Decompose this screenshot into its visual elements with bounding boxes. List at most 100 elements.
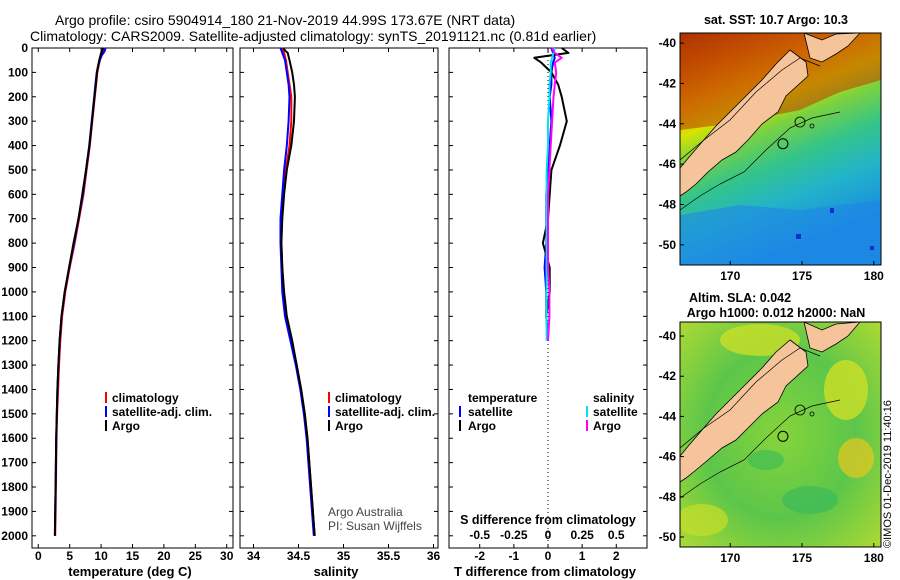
legend-label-s-satellite: satellite [593, 405, 638, 419]
sla-map-frame [679, 321, 882, 548]
bathymetry-contour [680, 347, 821, 449]
sst-map-frame [679, 32, 882, 266]
legend-swatch-t-satellite [459, 406, 461, 417]
bathymetry-contour [794, 116, 806, 128]
x-tick-label: 10 [94, 549, 108, 563]
legend-label-climatology: climatology [112, 391, 179, 405]
salinity-legend: climatology satellite-adj. clim. Argo [328, 391, 435, 433]
salinity-plot: 34 34.5 35 35.5 36 [247, 47, 441, 563]
salinity-panel [239, 47, 439, 549]
temperature-plot: 0 5 10 15 20 25 30 [35, 47, 234, 563]
depth-tick-label: 400 [8, 139, 28, 153]
temperature-xlabel: temperature (deg C) [68, 564, 192, 579]
bathymetry-contour [794, 404, 806, 416]
imos-timestamp: ©IMOS 01-Dec-2019 11:40:16 [882, 400, 894, 548]
series-line-s-argo [547, 47, 563, 341]
map-x-tick-label: 175 [792, 551, 812, 565]
s-tick-label: 0.5 [608, 528, 625, 542]
series-line-satellite-adj-clim- [53, 47, 107, 536]
temperature-panel [31, 47, 234, 549]
legend-swatch-s-argo [586, 420, 588, 431]
legend-swatch-climatology [105, 392, 107, 403]
legend-label-t-argo: Argo [468, 419, 496, 433]
map-y-tick-label: -42 [659, 76, 677, 90]
sla-high-patch [838, 438, 874, 478]
sla-map-title-line2: Argo h1000: 0.012 h2000: NaN [687, 306, 866, 320]
sst-cold-pixel [830, 208, 834, 213]
map-y-tick-label: -48 [659, 197, 677, 211]
figure-title-line1: Argo profile: csiro 5904914_180 21-Nov-2… [55, 12, 515, 28]
map-y-tick-label: -44 [659, 117, 677, 131]
legend-label-argo: Argo [335, 419, 363, 433]
legend-swatch-argo [328, 420, 330, 431]
depth-tick-label: 500 [8, 163, 28, 177]
depth-tick-label: 700 [8, 212, 28, 226]
depth-tick-label: 1300 [1, 358, 28, 372]
x-tick-label: 30 [220, 549, 234, 563]
map-y-tick-label: -40 [659, 329, 677, 343]
legend-label-satellite: satellite-adj. clim. [112, 405, 212, 419]
map-x-tick-label: 180 [864, 551, 884, 565]
difference-top-axis-label: S difference from climatology [460, 513, 636, 527]
legend-label-s-argo: Argo [593, 419, 621, 433]
map-y-tick-label: -40 [659, 36, 677, 50]
x-tick-label: 15 [126, 549, 140, 563]
series-line-argo [53, 47, 104, 536]
s-tick-label: 0.25 [570, 528, 594, 542]
s-tick-label: -0.25 [500, 528, 528, 542]
depth-tick-label: 1800 [1, 480, 28, 494]
legend-header-salinity: salinity [593, 391, 635, 405]
difference-plot: -2 -1 0 1 2 -0.5 -0.25 0 0.25 0.5 [469, 47, 625, 563]
series-line-climatology [54, 47, 106, 536]
temperature-legend: climatology satellite-adj. clim. Argo [105, 391, 212, 433]
legend-label-satellite: satellite-adj. clim. [335, 405, 435, 419]
depth-tick-label: 0 [21, 41, 28, 55]
series-line-t-argo [533, 47, 570, 341]
land-south-island [680, 339, 809, 483]
depth-tick-label: 100 [8, 65, 28, 79]
sla-map-title-line1: Altim. SLA: 0.042 [689, 291, 791, 305]
sla-high-patch [680, 504, 728, 536]
x-tick-label: 35.5 [377, 549, 401, 563]
x-tick-label: 34 [247, 549, 261, 563]
salinity-xlabel: salinity [314, 564, 360, 579]
figure-title-line2: Climatology: CARS2009. Satellite-adjuste… [30, 28, 596, 44]
sst-map-title: sat. SST: 10.7 Argo: 10.3 [704, 13, 848, 27]
legend-swatch-satellite [105, 406, 107, 417]
depth-tick-label: 900 [8, 261, 28, 275]
legend-swatch-climatology [328, 392, 330, 403]
x-tick-label: 36 [427, 549, 441, 563]
x-tick-label: 5 [66, 549, 73, 563]
bathymetry-contour [680, 399, 841, 499]
depth-tick-label: 200 [8, 90, 28, 104]
sla-high-patch [824, 360, 868, 420]
credit-line2: PI: Susan Wijffels [328, 519, 422, 533]
sst-cold-band [680, 200, 881, 265]
legend-swatch-t-argo [459, 420, 461, 431]
bathymetry-contour [809, 411, 815, 417]
x-tick-label: 0 [35, 549, 42, 563]
legend-label-argo: Argo [112, 419, 140, 433]
legend-swatch-satellite [328, 406, 330, 417]
legend-header-temperature: temperature [468, 391, 538, 405]
x-tick-label: -1 [509, 549, 520, 563]
legend-label-climatology: climatology [335, 391, 402, 405]
difference-xlabel: T difference from climatology [454, 564, 637, 579]
sst-cold-pixel [870, 246, 874, 250]
map-y-tick-label: -44 [659, 409, 677, 423]
bathymetry-contour [809, 123, 815, 129]
s-tick-label: 0 [545, 528, 552, 542]
bathymetry-contour [680, 57, 821, 161]
map-x-tick-label: 170 [720, 551, 740, 565]
depth-tick-label: 1100 [2, 309, 28, 323]
depth-tick-label: 1400 [1, 382, 28, 396]
argo-float-marker [777, 430, 789, 442]
depth-axis: 0 100 200 300 400 500 600 700 800 900 1000 1100 1200… [1, 41, 647, 543]
x-tick-label: 2 [613, 549, 620, 563]
legend-label-t-satellite: satellite [468, 405, 513, 419]
depth-tick-label: 1600 [1, 431, 28, 445]
credit-line1: Argo Australia [328, 505, 403, 519]
legend-swatch-s-satellite [586, 406, 588, 417]
depth-tick-label: 1700 [1, 456, 28, 470]
